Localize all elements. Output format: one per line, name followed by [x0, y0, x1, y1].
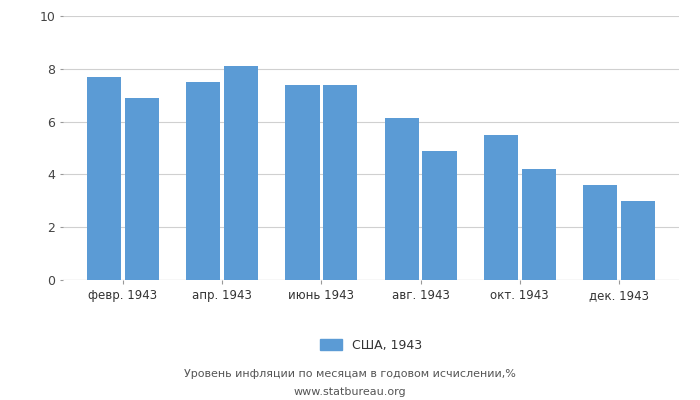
Bar	[384, 118, 419, 280]
Bar	[484, 135, 518, 280]
Bar	[583, 185, 617, 280]
Bar	[125, 98, 159, 280]
Legend: США, 1943: США, 1943	[315, 334, 427, 357]
Bar	[224, 66, 258, 280]
Bar	[422, 151, 456, 280]
Bar	[621, 201, 655, 280]
Bar	[522, 169, 556, 280]
Bar	[87, 77, 121, 280]
Bar	[186, 82, 220, 280]
Bar	[323, 85, 358, 280]
Text: www.statbureau.org: www.statbureau.org	[294, 387, 406, 397]
Text: Уровень инфляции по месяцам в годовом исчислении,%: Уровень инфляции по месяцам в годовом ис…	[184, 369, 516, 379]
Bar	[286, 85, 320, 280]
